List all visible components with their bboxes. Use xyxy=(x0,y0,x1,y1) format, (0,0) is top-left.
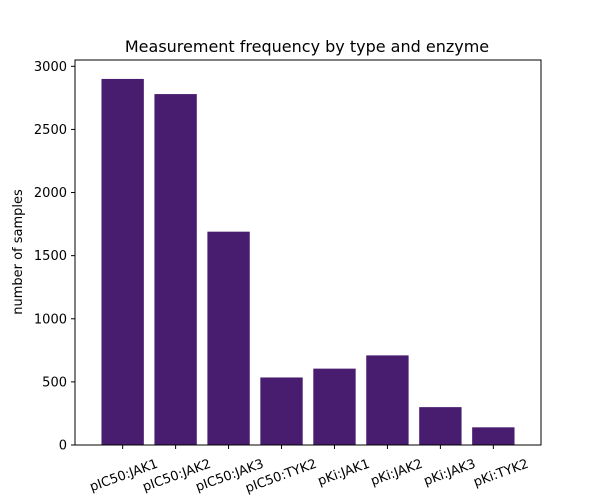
y-tick-label: 2000 xyxy=(34,186,67,201)
y-tick-label: 1500 xyxy=(34,249,67,264)
bar-pki-tyk2 xyxy=(472,427,515,445)
y-axis-label: number of samples xyxy=(11,189,26,315)
x-tick-label: pKi:JAK2 xyxy=(369,457,425,490)
bar-pic50-jak2 xyxy=(154,94,197,445)
x-axis: pIC50:JAK1pIC50:JAK2pIC50:JAK3pIC50:TYK2… xyxy=(88,445,531,496)
y-tick-label: 2500 xyxy=(34,123,67,138)
y-axis: 0 500 1000 1500 2000 2500 3000 xyxy=(34,60,75,454)
bars-group xyxy=(101,78,515,446)
plot-frame xyxy=(74,59,542,446)
bar-pic50-jak3 xyxy=(207,231,250,445)
bar-pki-jak1 xyxy=(313,368,356,445)
x-tick-label: pKi:TYK2 xyxy=(472,457,531,491)
x-tick-label: pKi:JAK1 xyxy=(316,457,372,490)
chart-title: Measurement frequency by type and enzyme xyxy=(125,37,489,56)
bar-pki-jak3 xyxy=(419,407,462,445)
y-tick-label: 0 xyxy=(59,439,67,454)
bar-pic50-jak1 xyxy=(101,78,144,446)
y-tick-label: 3000 xyxy=(34,60,67,75)
bar-pic50-tyk2 xyxy=(260,377,303,445)
y-tick-label: 1000 xyxy=(34,312,67,327)
y-tick-label: 500 xyxy=(42,375,67,390)
bar-pki-jak2 xyxy=(366,355,409,445)
x-tick-label: pKi:JAK3 xyxy=(422,457,478,490)
